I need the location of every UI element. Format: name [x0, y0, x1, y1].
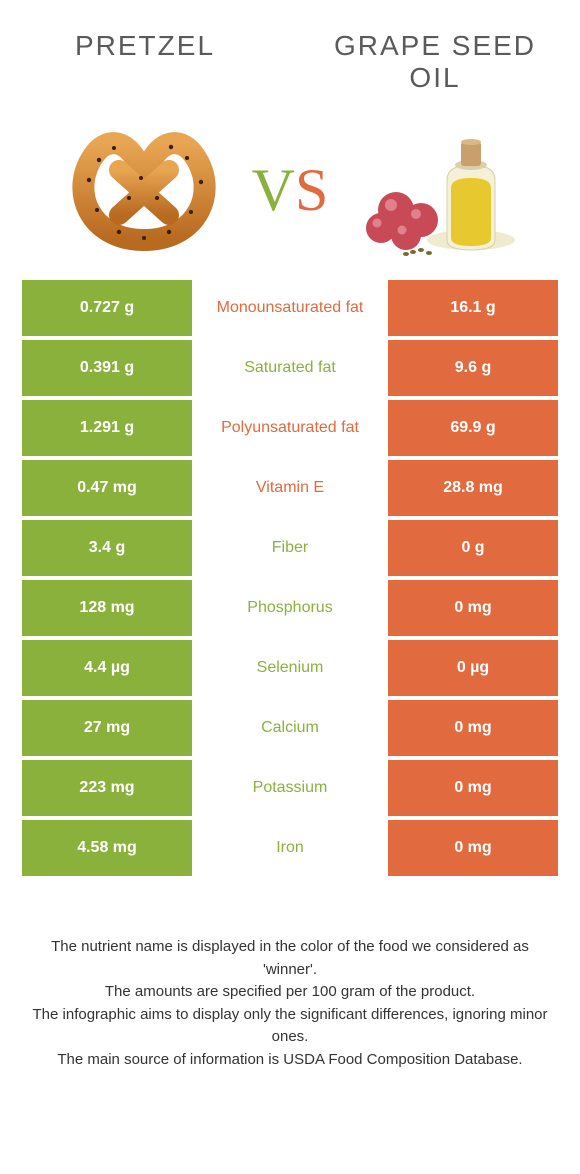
nutrient-name: Potassium [192, 760, 388, 816]
left-value: 4.58 mg [22, 820, 192, 876]
images-row: VS [0, 110, 580, 280]
table-row: 223 mgPotassium0 mg [22, 760, 558, 816]
table-row: 4.58 mgIron0 mg [22, 820, 558, 876]
right-value: 0 mg [388, 820, 558, 876]
nutrient-name: Selenium [192, 640, 388, 696]
table-row: 3.4 gFiber0 g [22, 520, 558, 576]
nutrient-name: Iron [192, 820, 388, 876]
nutrient-name: Phosphorus [192, 580, 388, 636]
left-value: 27 mg [22, 700, 192, 756]
left-value: 3.4 g [22, 520, 192, 576]
header: PRETZEL GRAPE SEED OIL [0, 0, 580, 110]
nutrient-name: Saturated fat [192, 340, 388, 396]
header-title-left: PRETZEL [0, 30, 290, 110]
pretzel-icon [59, 120, 229, 260]
nutrient-name: Monounsaturated fat [192, 280, 388, 336]
left-value: 0.47 mg [22, 460, 192, 516]
table-row: 128 mgPhosphorus0 mg [22, 580, 558, 636]
left-value: 0.391 g [22, 340, 192, 396]
oil-illustration [346, 115, 526, 265]
vs-v: V [252, 160, 295, 220]
nutrient-table: 0.727 gMonounsaturated fat16.1 g0.391 gS… [0, 280, 580, 876]
table-row: 0.727 gMonounsaturated fat16.1 g [22, 280, 558, 336]
footer: The nutrient name is displayed in the co… [0, 876, 580, 1071]
pretzel-illustration [54, 115, 234, 265]
right-value: 28.8 mg [388, 460, 558, 516]
left-value: 223 mg [22, 760, 192, 816]
footer-line-4: The main source of information is USDA F… [30, 1049, 550, 1072]
right-value: 0 mg [388, 760, 558, 816]
right-value: 0 µg [388, 640, 558, 696]
grape-seed-oil-icon [351, 120, 521, 260]
right-value: 16.1 g [388, 280, 558, 336]
nutrient-name: Polyunsaturated fat [192, 400, 388, 456]
table-row: 0.391 gSaturated fat9.6 g [22, 340, 558, 396]
footer-line-3: The infographic aims to display only the… [30, 1004, 550, 1049]
left-value: 0.727 g [22, 280, 192, 336]
right-value: 9.6 g [388, 340, 558, 396]
header-title-right: GRAPE SEED OIL [290, 30, 580, 110]
right-value: 69.9 g [388, 400, 558, 456]
left-value: 128 mg [22, 580, 192, 636]
right-value: 0 mg [388, 700, 558, 756]
right-value: 0 g [388, 520, 558, 576]
vs-label: VS [252, 160, 329, 220]
nutrient-name: Fiber [192, 520, 388, 576]
left-value: 4.4 µg [22, 640, 192, 696]
left-value: 1.291 g [22, 400, 192, 456]
footer-line-2: The amounts are specified per 100 gram o… [30, 981, 550, 1004]
vs-s: S [295, 160, 328, 220]
table-row: 4.4 µgSelenium0 µg [22, 640, 558, 696]
footer-line-1: The nutrient name is displayed in the co… [30, 936, 550, 981]
table-row: 1.291 gPolyunsaturated fat69.9 g [22, 400, 558, 456]
nutrient-name: Vitamin E [192, 460, 388, 516]
right-value: 0 mg [388, 580, 558, 636]
nutrient-name: Calcium [192, 700, 388, 756]
table-row: 27 mgCalcium0 mg [22, 700, 558, 756]
table-row: 0.47 mgVitamin E28.8 mg [22, 460, 558, 516]
